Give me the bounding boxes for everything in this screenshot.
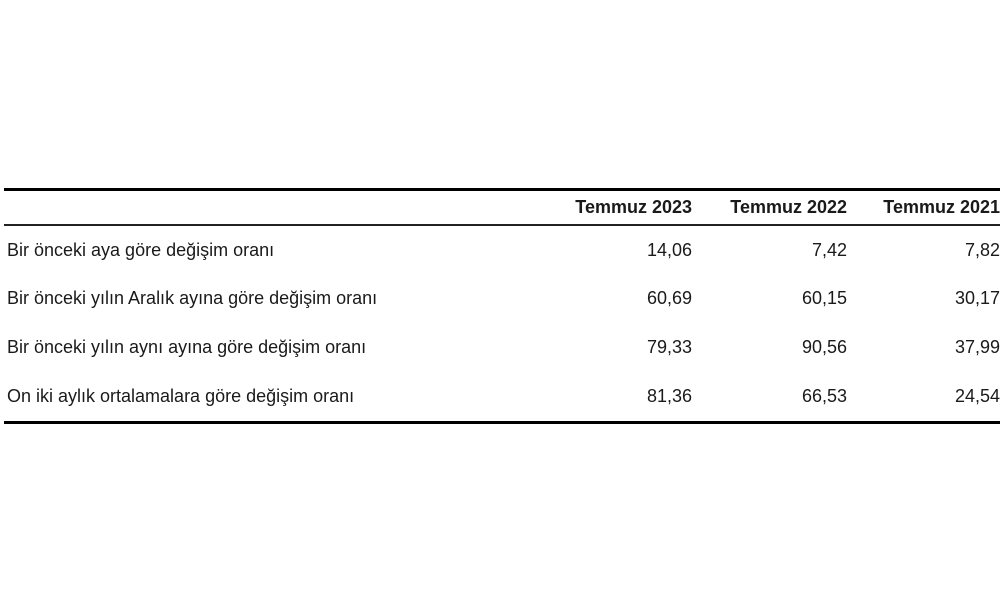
row-label: Bir önceki yılın aynı ayına göre değişim… bbox=[7, 337, 367, 357]
header-cell-temmuz-2022: Temmuz 2022 bbox=[730, 197, 847, 217]
header-rule bbox=[4, 224, 1000, 226]
cell-value: 79,33 bbox=[646, 337, 692, 357]
cell-value: 60,69 bbox=[646, 288, 692, 308]
table-bottom-rule bbox=[4, 421, 1000, 424]
cell-value: 30,17 bbox=[954, 288, 1000, 308]
cell-value: 90,56 bbox=[801, 337, 847, 357]
table-top-rule bbox=[4, 188, 1000, 191]
data-table: Temmuz 2023 Temmuz 2022 Temmuz 2021 Bir … bbox=[4, 188, 1000, 424]
row-label: On iki aylık ortalamalara göre değişim o… bbox=[7, 386, 355, 406]
cell-value: 7,42 bbox=[811, 239, 847, 260]
table-header-row: Temmuz 2023 Temmuz 2022 Temmuz 2021 bbox=[4, 191, 1000, 224]
cell-value: 81,36 bbox=[646, 386, 692, 406]
cell-value: 7,82 bbox=[964, 239, 1000, 260]
cell-value: 24,54 bbox=[954, 386, 1000, 406]
table-row: Bir önceki yılın aynı ayına göre değişim… bbox=[4, 323, 1000, 372]
cell-value: 60,15 bbox=[801, 288, 847, 308]
cell-value: 66,53 bbox=[801, 386, 847, 406]
header-cell-temmuz-2021: Temmuz 2021 bbox=[883, 197, 1000, 217]
row-label: Bir önceki yılın Aralık ayına göre değiş… bbox=[7, 288, 378, 308]
row-label: Bir önceki aya göre değişim oranı bbox=[7, 239, 275, 260]
table-row: On iki aylık ortalamalara göre değişim o… bbox=[4, 372, 1000, 421]
cell-value: 37,99 bbox=[954, 337, 1000, 357]
table-row: Bir önceki aya göre değişim oranı 14,06 … bbox=[4, 226, 1000, 274]
header-cell-temmuz-2023: Temmuz 2023 bbox=[575, 197, 692, 217]
cell-value: 14,06 bbox=[646, 239, 692, 260]
table-row: Bir önceki yılın Aralık ayına göre değiş… bbox=[4, 274, 1000, 323]
